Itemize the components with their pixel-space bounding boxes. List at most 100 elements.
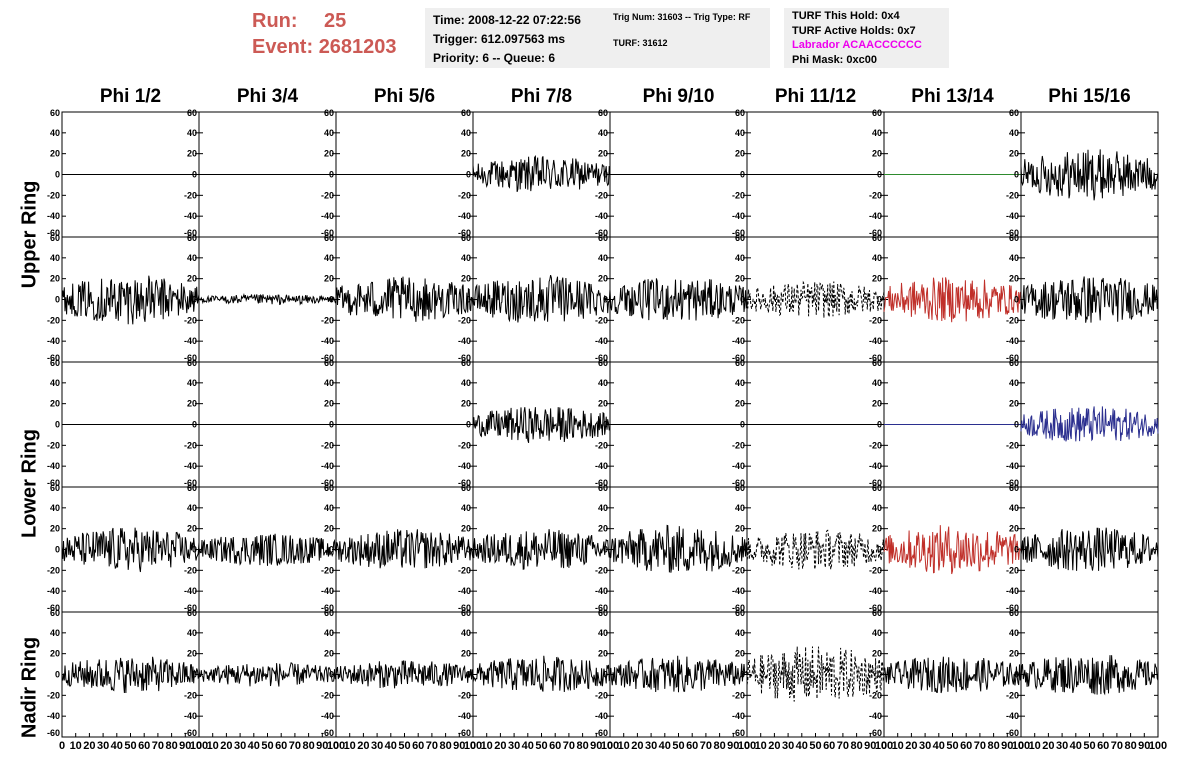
y-tick-label: 40 <box>324 378 334 388</box>
y-tick-label: 0 <box>55 670 60 680</box>
x-tick-label: 70 <box>289 740 301 752</box>
y-tick-label: 0 <box>603 170 608 180</box>
x-tick-label: 30 <box>919 740 931 752</box>
x-tick-label: 100 <box>875 740 893 752</box>
x-tick-label: 0 <box>881 740 887 752</box>
trace-line <box>746 529 885 570</box>
y-tick-label: 20 <box>735 149 745 159</box>
y-tick-label: -60 <box>595 228 608 238</box>
y-tick-label: -60 <box>1006 228 1019 238</box>
y-tick-label: -20 <box>184 565 197 575</box>
y-tick-label: 40 <box>187 503 197 513</box>
y-tick-label: -60 <box>732 353 745 363</box>
panel-r2-c2: 60 40 20 0 -20 -40 -60 <box>321 358 474 488</box>
y-tick-label: -40 <box>1006 586 1019 596</box>
y-tick-label: -40 <box>321 211 334 221</box>
panel-r1-c4: 60 40 20 0 -20 -40 -60 <box>595 233 748 363</box>
y-tick-label: -40 <box>595 461 608 471</box>
x-tick-label: 100 <box>738 740 756 752</box>
y-tick-label: 60 <box>324 483 334 493</box>
y-tick-label: -40 <box>47 586 60 596</box>
y-tick-label: 0 <box>740 295 745 305</box>
x-tick-label: 90 <box>590 740 602 752</box>
y-tick-label: -60 <box>595 353 608 363</box>
y-tick-label: -20 <box>321 690 334 700</box>
x-tick-label: 10 <box>755 740 767 752</box>
x-tick-label: 80 <box>576 740 588 752</box>
y-tick-label: -20 <box>595 440 608 450</box>
y-tick-label: 40 <box>461 128 471 138</box>
y-tick-label: 60 <box>50 108 60 118</box>
trace-line <box>1020 276 1159 323</box>
turf-active-holds-text: TURF Active Holds: 0x7 <box>792 24 916 37</box>
y-tick-label: -60 <box>869 478 882 488</box>
y-tick-label: -20 <box>47 440 60 450</box>
phi-mask-text: Phi Mask: 0xc00 <box>792 53 877 66</box>
x-tick-label: 80 <box>165 740 177 752</box>
y-tick-label: 60 <box>598 233 608 243</box>
x-tick-label: 100 <box>327 740 345 752</box>
panel-r1-c2: 60 40 20 0 -20 -40 -60 <box>321 233 474 363</box>
x-tick-label: 90 <box>453 740 465 752</box>
y-tick-label: 40 <box>735 378 745 388</box>
panel-r0-c6: 60 40 20 0 -20 -40 -60 <box>869 108 1022 238</box>
trace-line <box>198 533 337 566</box>
x-tick-label: 70 <box>426 740 438 752</box>
y-tick-label: -20 <box>321 565 334 575</box>
panel-r1-c0: 60 40 20 0 -20 -40 -60 <box>47 233 200 363</box>
y-tick-label: -60 <box>321 353 334 363</box>
x-tick-label: 40 <box>933 740 945 752</box>
panel-r0-c3: 60 40 20 0 -20 -40 -60 <box>458 108 611 238</box>
y-tick-label: -20 <box>47 690 60 700</box>
y-tick-label: -60 <box>595 603 608 613</box>
trace-line <box>1020 527 1159 571</box>
x-tick-label: 40 <box>522 740 534 752</box>
x-tick-label: 50 <box>1083 740 1095 752</box>
y-tick-label: 60 <box>324 608 334 618</box>
y-tick-label: -20 <box>321 315 334 325</box>
x-tick-label: 20 <box>768 740 780 752</box>
y-tick-label: -20 <box>869 690 882 700</box>
y-tick-label: 60 <box>872 233 882 243</box>
y-tick-label: 20 <box>324 274 334 284</box>
y-tick-label: 20 <box>324 149 334 159</box>
y-tick-label: -40 <box>458 461 471 471</box>
y-tick-label: 60 <box>1009 483 1019 493</box>
y-tick-label: -60 <box>732 603 745 613</box>
y-tick-label: 20 <box>324 524 334 534</box>
y-tick-label: -20 <box>458 315 471 325</box>
x-tick-label: 80 <box>1124 740 1136 752</box>
y-tick-label: -40 <box>732 336 745 346</box>
y-tick-label: 40 <box>1009 128 1019 138</box>
x-tick-label: 80 <box>302 740 314 752</box>
y-tick-label: -20 <box>321 190 334 200</box>
y-tick-label: 0 <box>1014 170 1019 180</box>
x-tick-label: 10 <box>892 740 904 752</box>
panel-r3-c4: 60 40 20 0 -20 -40 -60 <box>595 483 748 613</box>
y-tick-label: 60 <box>324 233 334 243</box>
x-tick-label: 60 <box>1097 740 1109 752</box>
y-tick-label: 60 <box>50 358 60 368</box>
x-tick-label: 80 <box>439 740 451 752</box>
y-tick-label: 0 <box>1014 670 1019 680</box>
y-tick-label: 40 <box>598 128 608 138</box>
run-value: 25 <box>324 10 347 32</box>
y-tick-label: -40 <box>184 586 197 596</box>
trace-line <box>472 154 611 193</box>
y-tick-label: 20 <box>187 524 197 534</box>
y-tick-label: -20 <box>184 440 197 450</box>
panel-r1-c1: 60 40 20 0 -20 -40 -60 <box>184 233 337 363</box>
y-tick-label: 60 <box>872 358 882 368</box>
trace-line <box>61 527 200 573</box>
y-tick-label: 20 <box>1009 149 1019 159</box>
y-tick-label: 60 <box>1009 233 1019 243</box>
y-tick-label: -60 <box>458 228 471 238</box>
y-tick-label: -20 <box>47 190 60 200</box>
y-tick-label: 20 <box>187 399 197 409</box>
x-tick-label: 50 <box>809 740 821 752</box>
y-tick-label: -20 <box>184 315 197 325</box>
x-tick-label: 20 <box>905 740 917 752</box>
y-tick-label: -60 <box>1006 728 1019 738</box>
x-tick-label: 50 <box>261 740 273 752</box>
panel-r4-c0: 60 40 20 0 -20 -40 -60 <box>47 608 200 738</box>
